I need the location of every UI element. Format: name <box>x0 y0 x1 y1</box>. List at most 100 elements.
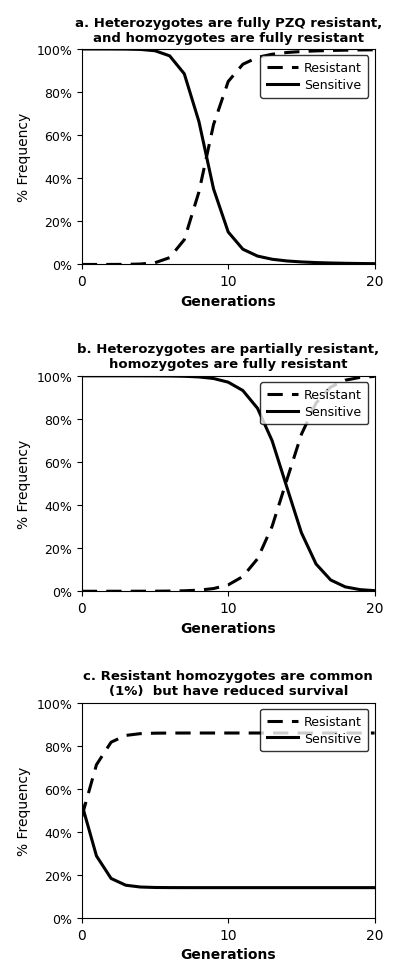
Sensitive <box>80 44 84 56</box>
Resistant <box>358 373 362 384</box>
Sensitive <box>94 371 99 382</box>
Y-axis label: % Frequency: % Frequency <box>17 113 31 202</box>
Resistant <box>299 728 304 739</box>
Resistant <box>94 759 99 771</box>
Sensitive <box>80 798 84 810</box>
Sensitive <box>123 371 128 382</box>
Line: Resistant: Resistant <box>82 51 374 265</box>
Resistant <box>167 586 172 598</box>
Sensitive <box>226 227 231 239</box>
Resistant <box>255 728 260 739</box>
Sensitive <box>153 46 158 58</box>
Y-axis label: % Frequency: % Frequency <box>17 766 31 855</box>
Sensitive <box>182 68 187 80</box>
Resistant <box>123 730 128 741</box>
Sensitive <box>153 882 158 894</box>
Resistant <box>284 48 289 60</box>
Sensitive <box>270 254 274 266</box>
Sensitive <box>226 377 231 388</box>
Resistant <box>299 429 304 441</box>
Sensitive <box>299 257 304 269</box>
Resistant <box>80 811 84 822</box>
Sensitive <box>196 116 201 128</box>
Sensitive <box>314 257 318 269</box>
Sensitive <box>343 582 348 594</box>
Line: Sensitive: Sensitive <box>82 804 374 888</box>
Sensitive <box>182 371 187 382</box>
Sensitive <box>343 258 348 270</box>
Title: c. Resistant homozygotes are common
(1%)  but have reduced survival: c. Resistant homozygotes are common (1%)… <box>83 670 373 697</box>
Resistant <box>226 579 231 591</box>
Title: b. Heterozygotes are partially resistant,
homozygotes are fully resistant: b. Heterozygotes are partially resistant… <box>77 343 379 371</box>
Sensitive <box>299 527 304 539</box>
Sensitive <box>284 256 289 268</box>
Sensitive <box>372 258 377 270</box>
Sensitive <box>270 882 274 894</box>
Sensitive <box>372 882 377 894</box>
Resistant <box>182 728 187 739</box>
Resistant <box>343 375 348 386</box>
Resistant <box>343 728 348 739</box>
Sensitive <box>358 584 362 596</box>
Resistant <box>314 398 318 410</box>
X-axis label: Generations: Generations <box>180 294 276 308</box>
Resistant <box>314 46 318 58</box>
Sensitive <box>343 882 348 894</box>
Sensitive <box>284 882 289 894</box>
Resistant <box>109 259 114 271</box>
Sensitive <box>94 44 99 56</box>
Resistant <box>270 521 274 533</box>
Sensitive <box>328 882 333 894</box>
Sensitive <box>240 385 245 397</box>
Sensitive <box>328 574 333 586</box>
Sensitive <box>255 403 260 415</box>
Sensitive <box>109 872 114 884</box>
Resistant <box>138 586 143 598</box>
Line: Sensitive: Sensitive <box>82 50 374 264</box>
Resistant <box>153 728 158 739</box>
Resistant <box>299 47 304 59</box>
Sensitive <box>94 850 99 862</box>
Resistant <box>240 571 245 583</box>
Sensitive <box>123 879 128 891</box>
Resistant <box>240 728 245 739</box>
Resistant <box>182 585 187 597</box>
Line: Resistant: Resistant <box>82 377 374 592</box>
Resistant <box>314 728 318 739</box>
Resistant <box>284 475 289 487</box>
Resistant <box>182 235 187 246</box>
Sensitive <box>196 372 201 383</box>
Sensitive <box>270 435 274 447</box>
Resistant <box>255 554 260 565</box>
Resistant <box>328 46 333 58</box>
Resistant <box>80 259 84 271</box>
Sensitive <box>167 51 172 63</box>
Sensitive <box>138 45 143 57</box>
Sensitive <box>167 371 172 382</box>
Resistant <box>167 252 172 264</box>
Resistant <box>255 53 260 65</box>
Sensitive <box>80 371 84 382</box>
Sensitive <box>240 244 245 256</box>
Resistant <box>284 728 289 739</box>
Line: Sensitive: Sensitive <box>82 377 374 591</box>
Sensitive <box>314 882 318 894</box>
Sensitive <box>138 371 143 382</box>
Sensitive <box>211 184 216 196</box>
Resistant <box>240 60 245 71</box>
Sensitive <box>299 882 304 894</box>
Resistant <box>138 259 143 271</box>
Resistant <box>109 736 114 748</box>
Resistant <box>270 728 274 739</box>
Resistant <box>328 728 333 739</box>
Resistant <box>270 49 274 61</box>
Resistant <box>372 45 377 57</box>
Sensitive <box>182 882 187 894</box>
Resistant <box>123 586 128 598</box>
Resistant <box>153 257 158 269</box>
Sensitive <box>358 258 362 270</box>
Sensitive <box>255 882 260 894</box>
X-axis label: Generations: Generations <box>180 948 276 961</box>
Sensitive <box>109 44 114 56</box>
Sensitive <box>328 258 333 270</box>
